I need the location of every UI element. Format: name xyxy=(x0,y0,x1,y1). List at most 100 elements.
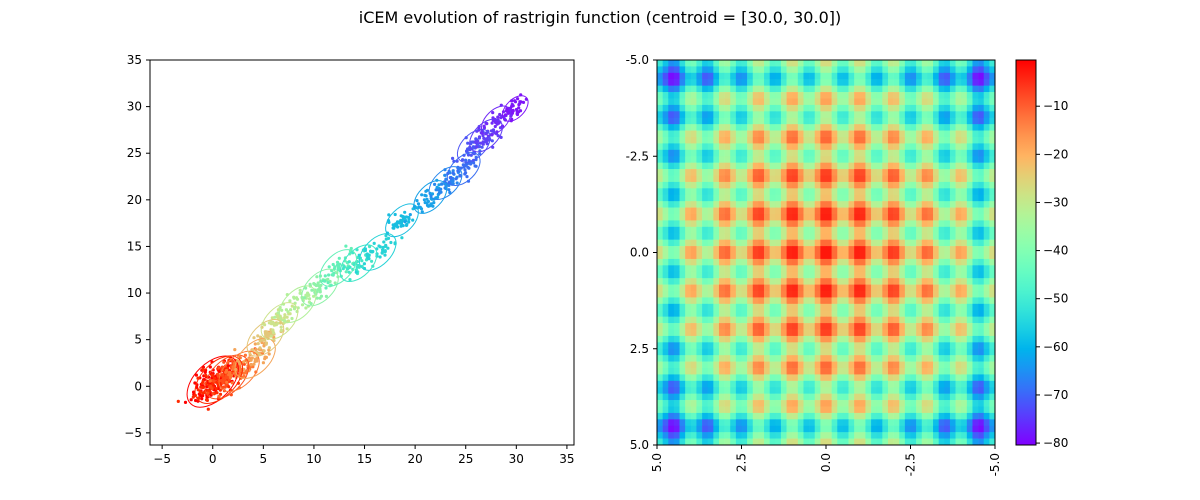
heatmap-cell xyxy=(927,137,934,144)
heatmap-cell xyxy=(871,98,877,106)
heatmap-cell xyxy=(944,329,951,337)
heatmap-cell xyxy=(809,425,816,433)
heatmap-cell xyxy=(882,291,889,298)
scatter-point xyxy=(261,338,265,342)
heatmap-cell xyxy=(668,169,675,176)
heatmap-cell xyxy=(859,297,866,305)
scatter-point xyxy=(276,321,280,325)
heatmap-cell xyxy=(690,355,697,362)
heatmap-cell xyxy=(978,149,985,157)
heatmap-cell xyxy=(899,175,906,183)
heatmap-cell xyxy=(882,412,889,420)
heatmap-cell xyxy=(871,368,877,375)
heatmap-cell xyxy=(961,188,968,196)
heatmap-cell xyxy=(949,233,956,240)
heatmap-cell xyxy=(780,271,787,279)
heatmap-cell xyxy=(702,72,708,80)
heatmap-cell xyxy=(758,181,765,189)
heatmap-cell xyxy=(854,220,861,228)
scatter-point xyxy=(217,369,221,374)
heatmap-cell xyxy=(949,149,956,157)
heatmap-cell xyxy=(842,271,849,279)
heatmap-cell xyxy=(718,335,725,343)
heatmap-cell xyxy=(673,348,680,356)
heatmap-cell xyxy=(764,117,770,125)
heatmap-cell xyxy=(735,419,742,427)
scatter-point xyxy=(389,240,393,245)
heatmap-cell xyxy=(713,335,720,343)
heatmap-cell xyxy=(944,265,951,273)
heatmap-cell xyxy=(747,246,754,253)
heatmap-cell xyxy=(831,85,838,93)
heatmap-cell xyxy=(966,92,973,99)
scatter-point xyxy=(210,387,214,391)
heatmap-cell xyxy=(876,316,883,324)
heatmap-cell xyxy=(899,92,906,99)
heatmap-cell xyxy=(690,194,697,202)
heatmap-cell xyxy=(758,348,765,356)
heatmap-cell xyxy=(916,252,923,260)
heatmap-cell xyxy=(690,79,697,86)
heatmap-cell xyxy=(831,66,838,74)
heatmap-cell xyxy=(910,149,917,157)
heatmap-cell xyxy=(696,342,703,350)
heatmap-cell xyxy=(735,92,742,99)
scatter-point xyxy=(309,302,313,306)
heatmap-cell xyxy=(904,214,911,221)
heatmap-cell xyxy=(831,368,838,375)
heatmap-cell xyxy=(752,419,759,427)
heatmap-cell xyxy=(769,387,776,394)
heatmap-cell xyxy=(707,400,714,407)
heatmap-cell xyxy=(893,226,900,234)
heatmap-cell xyxy=(803,246,810,253)
heatmap-cell xyxy=(685,329,692,337)
heatmap-cell xyxy=(865,201,872,208)
heatmap-cell xyxy=(859,361,866,369)
heatmap-cell xyxy=(713,432,720,439)
heatmap-cell xyxy=(848,111,855,119)
heatmap-cell xyxy=(735,169,742,176)
heatmap-cell xyxy=(955,425,962,433)
heatmap-cell xyxy=(927,335,934,343)
heatmap-cell xyxy=(679,387,686,394)
scatter-point xyxy=(242,367,246,371)
heatmap-cell xyxy=(848,265,855,273)
heatmap-cell xyxy=(921,239,928,247)
heatmap-cell xyxy=(820,323,827,330)
heatmap-cell xyxy=(933,284,939,292)
heatmap-cell xyxy=(820,316,827,324)
heatmap-cell xyxy=(797,220,804,228)
heatmap-cell xyxy=(848,130,855,138)
heatmap-cell xyxy=(927,284,934,292)
heatmap-cell xyxy=(786,92,793,99)
heatmap-cell xyxy=(899,425,906,433)
heatmap-cell xyxy=(876,246,883,253)
heatmap-cell xyxy=(989,130,996,138)
heatmap-cell xyxy=(690,271,697,279)
heatmap-cell xyxy=(803,278,810,285)
heatmap-cell xyxy=(949,355,956,362)
heatmap-cell xyxy=(972,162,979,170)
heatmap-cell xyxy=(685,201,692,208)
heatmap-cell xyxy=(662,72,669,80)
heatmap-cell xyxy=(735,226,742,234)
heatmap-cell xyxy=(809,79,816,86)
heatmap-cell xyxy=(730,258,737,266)
heatmap-cell xyxy=(803,130,810,138)
heatmap-cell xyxy=(899,233,906,240)
scatter-point xyxy=(454,177,458,181)
heatmap-cell xyxy=(741,361,748,369)
heatmap-cell xyxy=(769,79,776,86)
heatmap-cell xyxy=(713,60,720,67)
heatmap-cell xyxy=(752,239,759,247)
heatmap-cell xyxy=(871,284,877,292)
heatmap-cell xyxy=(893,438,900,446)
heatmap-cell xyxy=(978,156,985,163)
heatmap-cell xyxy=(848,175,855,183)
heatmap-cell xyxy=(854,310,861,317)
heatmap-cell xyxy=(797,412,804,420)
heatmap-cell xyxy=(662,220,669,228)
heatmap-cell xyxy=(786,233,793,240)
heatmap-cell xyxy=(927,355,934,362)
